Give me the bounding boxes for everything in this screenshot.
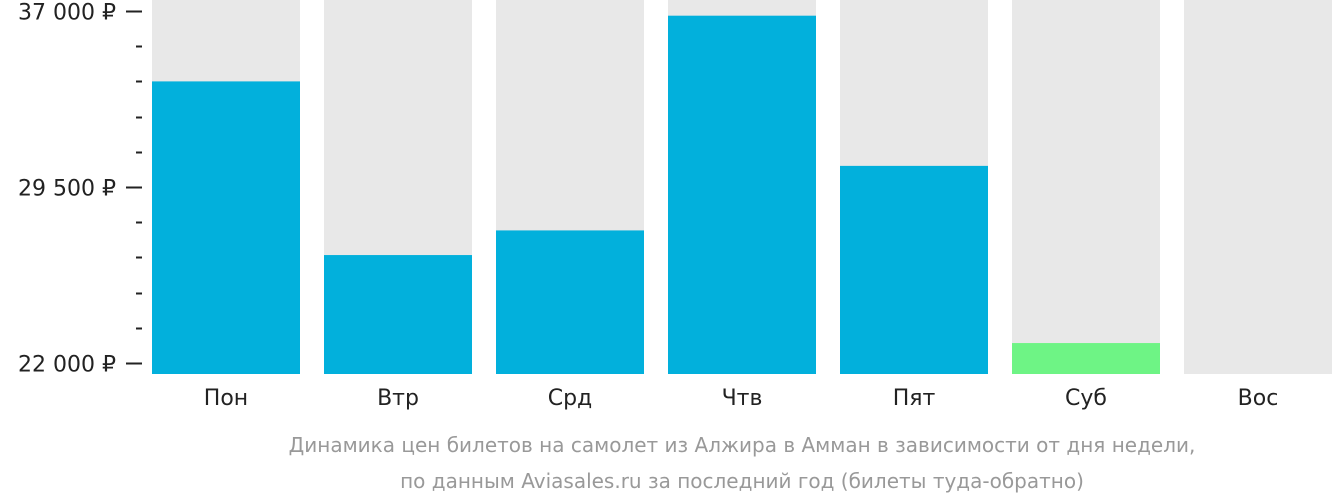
x-tick-label-5: Пят bbox=[893, 386, 936, 411]
bar-background-7 bbox=[1184, 0, 1332, 374]
bar-4 bbox=[668, 15, 816, 375]
y-tick-label-2: 29 500 ₽ bbox=[18, 177, 116, 202]
bar-5 bbox=[840, 165, 988, 374]
bar-background-6 bbox=[1012, 0, 1160, 374]
bar-chart: Пон Втр Срд Чтв Пят Суб Вос 22 000 ₽ 29 500 ₽ 37 … bbox=[18, 0, 1332, 411]
chart-caption: Динамика цен билетов на самолет из Алжир… bbox=[152, 427, 1332, 499]
x-tick-label-4: Чтв bbox=[722, 386, 763, 411]
y-tick-label-3: 37 000 ₽ bbox=[18, 1, 116, 26]
x-tick-label-3: Срд bbox=[548, 386, 593, 411]
bar-2 bbox=[324, 255, 472, 374]
bar-6 bbox=[1012, 343, 1160, 374]
bar-3 bbox=[496, 230, 644, 374]
y-tick-label-1: 22 000 ₽ bbox=[18, 353, 116, 378]
x-tick-label-7: Вос bbox=[1238, 386, 1279, 411]
x-tick-label-2: Втр bbox=[377, 386, 419, 411]
caption-line-1: Динамика цен билетов на самолет из Алжир… bbox=[288, 433, 1196, 457]
bar-1 bbox=[152, 81, 300, 375]
x-tick-label-1: Пон bbox=[204, 386, 248, 411]
caption-line-2: по данным Aviasales.ru за последний год … bbox=[400, 469, 1084, 493]
x-tick-label-6: Суб bbox=[1065, 386, 1107, 411]
